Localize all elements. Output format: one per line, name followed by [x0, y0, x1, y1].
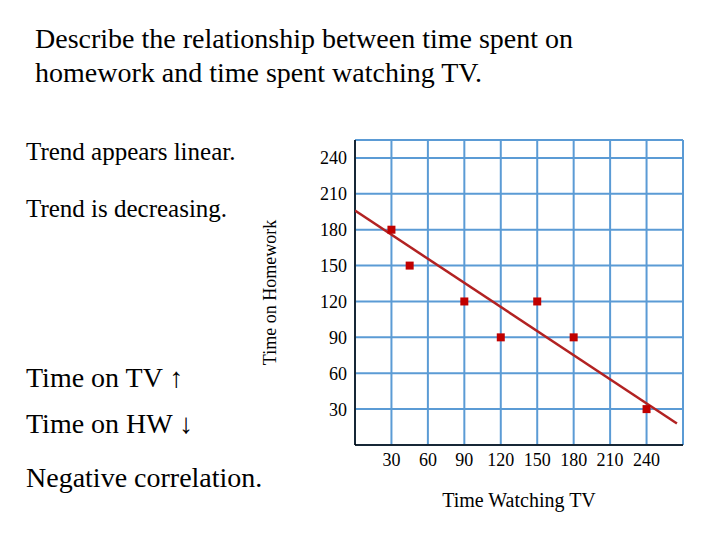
- html-text:Negative correlation.: Negative correlation.: [26, 462, 263, 493]
- svg-text:120: 120: [487, 450, 514, 470]
- svg-text:150: 150: [320, 256, 347, 276]
- svg-text:180: 180: [320, 220, 347, 240]
- svg-text:210: 210: [597, 450, 624, 470]
- svg-text:90: 90: [329, 328, 347, 348]
- html-text:Trend is decreasing.: Trend is decreasing.: [26, 195, 228, 222]
- svg-text:120: 120: [320, 292, 347, 312]
- svg-text:240: 240: [320, 148, 347, 168]
- svg-text:240: 240: [633, 450, 660, 470]
- svg-text:30: 30: [329, 400, 347, 420]
- html-text:Time on TV ↑: Time on TV ↑: [26, 362, 184, 393]
- html-text:Describe the relationship betw: Describe the relationship between time s…: [35, 23, 574, 88]
- svg-text:Time on Homework: Time on Homework: [260, 220, 280, 365]
- svg-text:90: 90: [455, 450, 473, 470]
- svg-text:210: 210: [320, 184, 347, 204]
- svg-text:180: 180: [560, 450, 587, 470]
- svg-text:30: 30: [382, 450, 400, 470]
- svg-text:Time Watching TV: Time Watching TV: [442, 489, 596, 512]
- svg-text:60: 60: [329, 364, 347, 384]
- html-text:Time on HW ↓: Time on HW ↓: [26, 408, 194, 439]
- html-text:Trend appears linear.: Trend appears linear.: [26, 138, 236, 165]
- svg-text:150: 150: [524, 450, 551, 470]
- svg-text:60: 60: [419, 450, 437, 470]
